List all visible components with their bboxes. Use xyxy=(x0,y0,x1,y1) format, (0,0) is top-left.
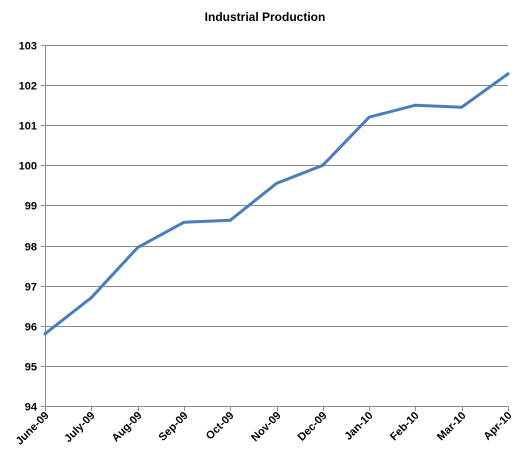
y-tick-label: 102 xyxy=(19,81,37,93)
data-point xyxy=(275,181,278,185)
x-axis-ticks: June-09 July-09 Aug-09 Sep-09 Oct-09 Nov-09 De… xyxy=(14,406,515,448)
chart-title: Industrial Production xyxy=(205,10,326,24)
y-tick-label: 99 xyxy=(25,201,37,213)
x-tick-label: Apr-10 xyxy=(481,410,514,443)
y-tick-label: 96 xyxy=(25,322,37,334)
x-tick-label: Nov-09 xyxy=(249,410,283,444)
axes xyxy=(45,45,508,407)
data-point xyxy=(460,105,464,109)
x-tick-label: Sep-09 xyxy=(157,410,191,444)
x-tick-label: Oct-09 xyxy=(204,410,237,443)
y-tick-label: 94 xyxy=(25,402,38,414)
x-tick-label: Aug-09 xyxy=(110,410,145,445)
x-tick-label: Jan-10 xyxy=(342,410,375,443)
y-tick-label: 98 xyxy=(25,242,37,254)
data-point xyxy=(506,72,510,76)
data-point xyxy=(89,296,93,300)
data-point xyxy=(228,218,232,222)
data-point xyxy=(182,220,186,224)
data-point xyxy=(136,246,140,250)
y-axis-ticks: 94 95 96 97 98 99 100 101 102 103 xyxy=(19,41,45,414)
series-line-0 xyxy=(43,72,510,336)
y-tick-label: 101 xyxy=(19,121,37,133)
x-tick-label: June-09 xyxy=(14,410,52,448)
data-point xyxy=(413,103,417,107)
data-point xyxy=(367,115,371,119)
data-point xyxy=(43,332,47,336)
x-tick-label: Dec-09 xyxy=(296,410,330,444)
x-tick-label: Feb-10 xyxy=(388,410,422,444)
x-tick-label: July-09 xyxy=(62,410,97,445)
series-layer xyxy=(43,72,510,336)
y-tick-label: 103 xyxy=(19,41,37,53)
gridlines xyxy=(45,45,508,367)
x-tick-label: Mar-10 xyxy=(435,410,469,444)
y-tick-label: 97 xyxy=(25,282,37,294)
y-tick-label: 95 xyxy=(25,362,37,374)
y-tick-label: 100 xyxy=(19,161,37,173)
data-point xyxy=(321,163,325,167)
